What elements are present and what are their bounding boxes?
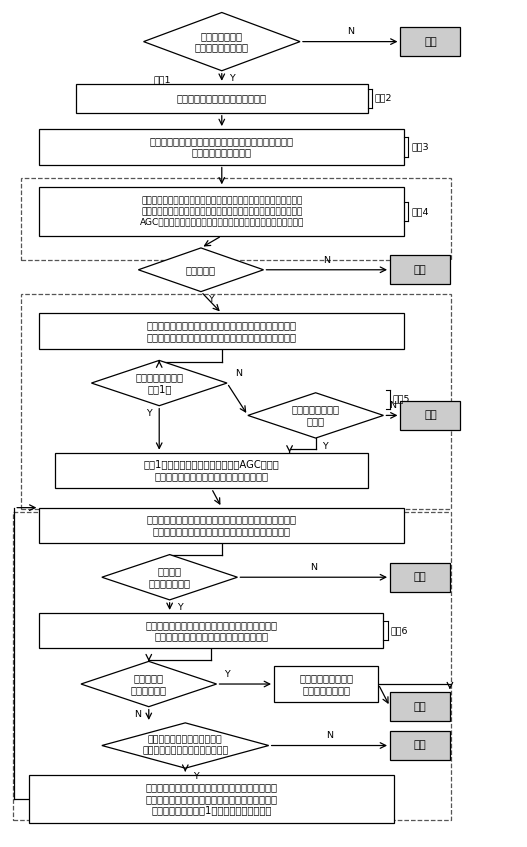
Text: 步骤5: 步骤5	[393, 395, 411, 404]
Bar	[76, 84, 368, 113]
Text: 潮流收敛的最优解
有多个: 潮流收敛的最优解 有多个	[291, 405, 339, 426]
Text: 电网联合调峰计算基准时刻在
当前时刻之后且时差大于设定时限: 电网联合调峰计算基准时刻在 当前时刻之后且时差大于设定时限	[142, 736, 228, 756]
Text: 对于安全稳定输电通道的校核故障失去安全稳定的
情况，将相应的安全稳定输电通道的在线极限功率
估算系数用其与小于1的设定值的乘积来替代: 对于安全稳定输电通道的校核故障失去安全稳定的 情况，将相应的安全稳定输电通道的在…	[145, 783, 277, 816]
Text: N: N	[323, 256, 330, 264]
Bar	[390, 731, 450, 760]
Text: 结束: 结束	[414, 701, 426, 711]
Text: N: N	[310, 563, 317, 572]
Text: 结束: 结束	[424, 411, 437, 420]
Text: N: N	[134, 711, 141, 719]
Text: 该运行状态
是安全稳定的: 该运行状态 是安全稳定的	[131, 673, 167, 695]
Text: 获得最优解: 获得最优解	[186, 265, 216, 274]
Text: Y: Y	[225, 670, 230, 678]
Bar	[21, 294, 451, 509]
Bar	[21, 178, 451, 260]
Text: 从安全稳定校核故障集中剔除输送功率与在线极限功率之
比小于设定值的安全稳定输电通道所关联的考核故障: 从安全稳定校核故障集中剔除输送功率与在线极限功率之 比小于设定值的安全稳定输电通…	[147, 515, 297, 536]
Polygon shape	[91, 360, 227, 406]
Bar	[40, 507, 404, 543]
Text: 针对每个最优解，分别基于电网当前时刻的运行状态，对
电网联合调峰计算基准时刻的电网运行状态进行潮流计算: 针对每个最优解，分别基于电网当前时刻的运行状态，对 电网联合调峰计算基准时刻的电…	[147, 320, 297, 342]
Text: 步骤3: 步骤3	[411, 142, 428, 152]
Text: 结束: 结束	[424, 36, 437, 47]
Polygon shape	[139, 248, 264, 291]
Text: Y: Y	[192, 772, 198, 781]
Bar	[390, 255, 450, 285]
Text: 针对电网联合调峰计算基准时刻的运行状态和筛选
后安全稳定考核故障集，进行安全稳定校核: 针对电网联合调峰计算基准时刻的运行状态和筛选 后安全稳定考核故障集，进行安全稳定…	[145, 620, 277, 641]
Bar	[274, 667, 378, 702]
Polygon shape	[81, 662, 217, 706]
Text: 结束: 结束	[414, 265, 426, 274]
Polygon shape	[102, 722, 269, 768]
Bar	[390, 692, 450, 722]
Text: 步骤1: 步骤1	[154, 75, 171, 85]
Bar	[29, 775, 394, 823]
Bar	[40, 313, 404, 349]
Bar	[401, 401, 461, 430]
Text: N: N	[347, 27, 354, 36]
Text: 步骤2: 步骤2	[375, 94, 392, 102]
Polygon shape	[143, 13, 300, 71]
Bar	[55, 452, 368, 488]
Text: Y: Y	[229, 75, 235, 83]
Text: 当前时刻是电网
联合调峰的考核时刻: 当前时刻是电网 联合调峰的考核时刻	[195, 30, 249, 53]
Text: 安全稳定
考核故障集非空: 安全稳定 考核故障集非空	[149, 567, 191, 588]
Text: Y: Y	[322, 441, 328, 451]
Polygon shape	[248, 393, 384, 438]
Text: N: N	[235, 368, 242, 378]
Text: 潮流收敛的最优解
只有1个: 潮流收敛的最优解 只有1个	[135, 372, 183, 394]
Text: 选出1个除新能源电站之外的其它非AGC机组的
有功出力变化量的绝对值之和最小的最优解: 选出1个除新能源电站之外的其它非AGC机组的 有功出力变化量的绝对值之和最小的最…	[143, 460, 279, 481]
Text: 步骤6: 步骤6	[390, 626, 408, 635]
Text: 确定交直流输电设备与设定的持续运行时间要求相对应
的过载安全功率极限值: 确定交直流输电设备与设定的持续运行时间要求相对应 的过载安全功率极限值	[150, 136, 294, 158]
Text: 步骤4: 步骤4	[411, 207, 428, 216]
Bar	[40, 187, 404, 235]
Text: 结束: 结束	[414, 740, 426, 750]
Bar	[401, 27, 461, 56]
Text: 结束: 结束	[414, 573, 426, 582]
Bar	[40, 129, 404, 164]
Bar	[390, 562, 450, 592]
Bar	[40, 613, 384, 649]
Polygon shape	[102, 555, 238, 600]
Text: 将最优解作为电网联
合调峰的控制策略: 将最优解作为电网联 合调峰的控制策略	[299, 673, 353, 695]
Text: Y: Y	[177, 603, 183, 612]
Bar	[13, 512, 451, 820]
Text: Y: Y	[146, 409, 152, 418]
Text: 确定电网联合调峰计算的基准时刻: 确定电网联合调峰计算的基准时刻	[177, 93, 267, 103]
Text: N: N	[388, 401, 396, 410]
Text: N: N	[326, 731, 333, 740]
Text: Y: Y	[208, 296, 214, 304]
Text: 针对联合调峰计算基准时刻的电网，建立联合调峰计算的优化函数，
采用线性规划方法进行新能源电站功率、除新能源电站之外的其它非
AGC机组出力、直流输电系统功率和可: 针对联合调峰计算基准时刻的电网，建立联合调峰计算的优化函数， 采用线性规划方法进…	[140, 197, 304, 226]
